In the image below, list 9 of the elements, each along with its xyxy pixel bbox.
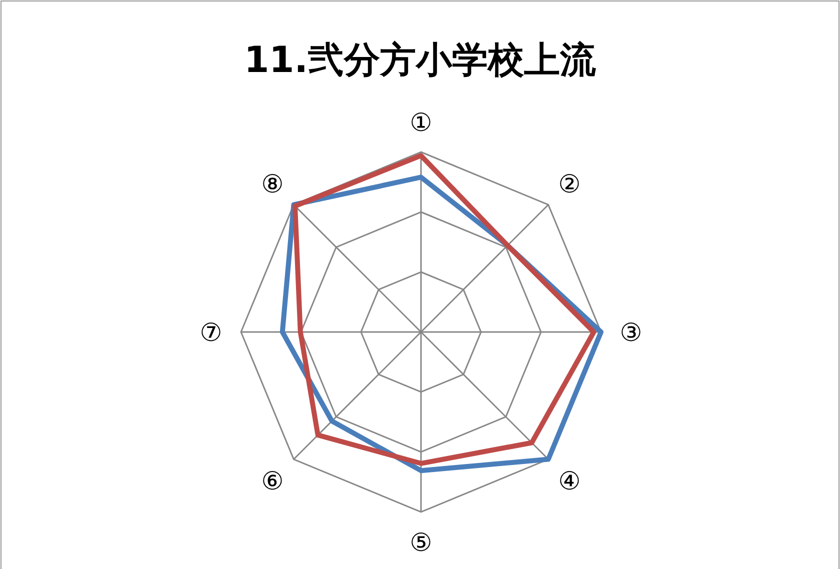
spoke-label: ② <box>558 170 581 199</box>
spoke-label: ⑤ <box>410 528 432 557</box>
spoke-label: ④ <box>558 466 581 496</box>
chart-title: 11.弐分方小学校上流 <box>244 40 596 81</box>
spoke-label: ③ <box>620 318 642 347</box>
spoke-label: ⑦ <box>200 318 222 347</box>
spoke-label: ① <box>410 108 432 137</box>
spoke-label: ⑧ <box>261 170 284 199</box>
spoke-label: ⑥ <box>261 466 284 496</box>
